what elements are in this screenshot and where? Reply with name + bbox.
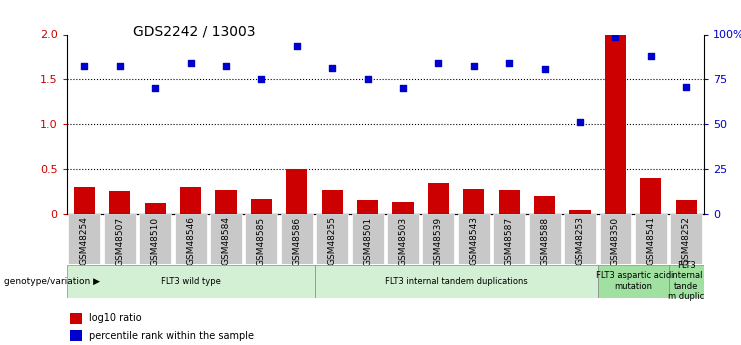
Text: GSM48587: GSM48587 <box>505 216 514 266</box>
Point <box>362 77 373 82</box>
FancyBboxPatch shape <box>139 214 171 264</box>
Text: GSM48585: GSM48585 <box>257 216 266 266</box>
Bar <box>180 187 202 214</box>
Text: GSM48254: GSM48254 <box>80 216 89 265</box>
Bar <box>70 313 82 324</box>
Point <box>574 120 586 125</box>
Bar <box>109 191 130 214</box>
FancyBboxPatch shape <box>387 214 419 264</box>
Point <box>645 53 657 59</box>
FancyBboxPatch shape <box>175 214 207 264</box>
Bar <box>216 190 236 214</box>
Text: GSM48588: GSM48588 <box>540 216 549 266</box>
Text: genotype/variation ▶: genotype/variation ▶ <box>4 277 100 286</box>
Text: GSM48541: GSM48541 <box>646 216 655 265</box>
Text: log10 ratio: log10 ratio <box>89 314 142 323</box>
Text: GSM48546: GSM48546 <box>186 216 195 265</box>
FancyBboxPatch shape <box>494 214 525 264</box>
Bar <box>534 196 555 214</box>
FancyBboxPatch shape <box>458 214 490 264</box>
Bar <box>605 34 626 214</box>
FancyBboxPatch shape <box>104 214 136 264</box>
FancyBboxPatch shape <box>564 214 596 264</box>
Bar <box>144 203 166 214</box>
Bar <box>70 330 82 341</box>
Text: GSM48510: GSM48510 <box>150 216 160 266</box>
Text: FLT3 internal tandem duplications: FLT3 internal tandem duplications <box>385 277 528 286</box>
Point <box>539 66 551 71</box>
Point <box>114 63 126 69</box>
Text: FLT3
internal
tande
m duplic: FLT3 internal tande m duplic <box>668 261 705 301</box>
Text: GSM48543: GSM48543 <box>469 216 479 265</box>
Text: GSM48253: GSM48253 <box>576 216 585 265</box>
Text: GSM48255: GSM48255 <box>328 216 336 265</box>
FancyBboxPatch shape <box>316 214 348 264</box>
FancyBboxPatch shape <box>668 265 704 298</box>
Point <box>220 63 232 69</box>
Text: GSM48503: GSM48503 <box>399 216 408 266</box>
FancyBboxPatch shape <box>67 265 314 298</box>
FancyBboxPatch shape <box>68 214 100 264</box>
Text: GSM48501: GSM48501 <box>363 216 372 266</box>
FancyBboxPatch shape <box>671 214 702 264</box>
Text: FLT3 aspartic acid
mutation: FLT3 aspartic acid mutation <box>596 272 671 291</box>
Bar <box>286 169 308 214</box>
Point <box>397 86 409 91</box>
Point <box>610 34 622 40</box>
Bar <box>74 187 95 214</box>
Bar <box>463 189 485 214</box>
Point <box>149 86 161 91</box>
Text: percentile rank within the sample: percentile rank within the sample <box>89 331 254 341</box>
Point <box>326 65 338 70</box>
Text: GSM48507: GSM48507 <box>116 216 124 266</box>
Bar <box>640 178 662 214</box>
Point <box>503 60 515 66</box>
Point <box>468 63 479 69</box>
Point <box>291 43 303 49</box>
Point <box>185 60 196 66</box>
Text: GSM48539: GSM48539 <box>434 216 443 266</box>
FancyBboxPatch shape <box>635 214 667 264</box>
Bar <box>250 199 272 214</box>
Text: GSM48350: GSM48350 <box>611 216 620 266</box>
FancyBboxPatch shape <box>599 214 631 264</box>
Bar <box>499 190 520 214</box>
FancyBboxPatch shape <box>598 265 668 298</box>
Text: GSM48252: GSM48252 <box>682 216 691 265</box>
Text: GSM48584: GSM48584 <box>222 216 230 265</box>
FancyBboxPatch shape <box>314 265 598 298</box>
Bar <box>393 202 413 214</box>
Bar <box>676 200 697 214</box>
Bar <box>322 190 343 214</box>
Point <box>79 63 90 69</box>
Text: GSM48586: GSM48586 <box>292 216 302 266</box>
FancyBboxPatch shape <box>422 214 454 264</box>
FancyBboxPatch shape <box>245 214 277 264</box>
FancyBboxPatch shape <box>281 214 313 264</box>
Point <box>680 84 692 89</box>
FancyBboxPatch shape <box>352 214 384 264</box>
FancyBboxPatch shape <box>210 214 242 264</box>
Bar <box>357 200 378 214</box>
Text: GDS2242 / 13003: GDS2242 / 13003 <box>133 24 256 38</box>
FancyBboxPatch shape <box>528 214 560 264</box>
Bar <box>569 210 591 214</box>
Text: FLT3 wild type: FLT3 wild type <box>161 277 221 286</box>
Bar <box>428 183 449 214</box>
Point <box>256 77 268 82</box>
Point <box>433 60 445 66</box>
